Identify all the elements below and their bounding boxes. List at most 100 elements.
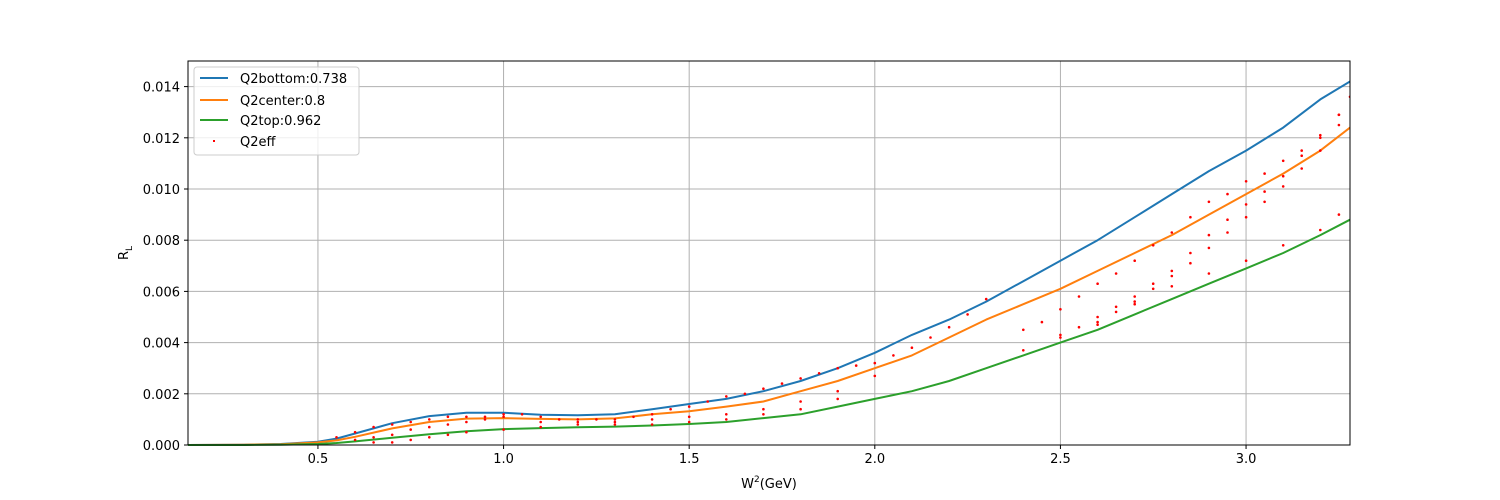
- q2eff-point: [1189, 251, 1192, 255]
- q2eff-point: [1059, 336, 1062, 339]
- q2eff-point: [576, 420, 580, 424]
- q2eff-point: [1263, 200, 1266, 204]
- q2eff-point: [353, 430, 357, 434]
- q2eff-point: [1244, 180, 1248, 183]
- q2eff-point: [762, 413, 765, 416]
- q2eff-point: [1319, 149, 1322, 152]
- series-line-q2top: [188, 218, 1350, 446]
- q2eff-point: [1300, 149, 1303, 152]
- q2eff-point: [1114, 305, 1118, 309]
- x-tick-label: 2.0: [864, 452, 885, 467]
- q2eff-point: [1151, 287, 1155, 291]
- q2eff-point: [1281, 185, 1285, 188]
- q2eff-point: [1300, 167, 1303, 170]
- x-tick-label: 3.0: [1236, 452, 1257, 467]
- q2eff-point: [725, 418, 728, 421]
- q2eff-point: [1151, 282, 1155, 286]
- q2eff-point: [1059, 308, 1062, 311]
- q2eff-point: [353, 438, 357, 442]
- q2eff-point: [446, 415, 450, 419]
- q2eff-point: [1263, 172, 1266, 175]
- q2eff-point: [1114, 310, 1118, 314]
- legend-label-q2top: Q2top:0.962: [240, 114, 321, 129]
- q2eff-point: [984, 297, 988, 301]
- q2eff-point: [446, 423, 450, 426]
- q2eff-point: [762, 407, 765, 411]
- q2eff-point: [836, 389, 839, 393]
- q2eff-point: [780, 382, 784, 385]
- q2eff-point: [632, 415, 635, 419]
- q2eff-point: [725, 413, 728, 416]
- q2eff-point: [910, 346, 914, 350]
- q2eff-point: [1133, 300, 1136, 303]
- q2eff-point: [1337, 123, 1341, 127]
- series-line-q2center: [188, 126, 1350, 446]
- plot-frame: [187, 60, 1351, 446]
- q2eff-point: [1133, 259, 1136, 263]
- q2eff-point: [1133, 295, 1136, 298]
- q2eff-point: [465, 420, 468, 424]
- x-axis-label-sup: 2: [754, 475, 760, 485]
- q2eff-point: [1319, 136, 1322, 140]
- q2eff-point: [706, 400, 709, 403]
- q2eff-point: [1207, 200, 1211, 204]
- q2eff-point: [669, 407, 672, 411]
- legend-box: [193, 66, 360, 156]
- y-tick-label: 0.008: [143, 234, 180, 249]
- q2eff-point: [1096, 323, 1099, 327]
- q2eff-point: [687, 405, 691, 408]
- series-layer: [188, 80, 1350, 446]
- q2eff-point: [1244, 215, 1248, 219]
- q2eff-point: [539, 425, 542, 429]
- q2eff-point: [817, 372, 821, 375]
- q2eff-point: [650, 418, 654, 421]
- q2eff-point: [1337, 113, 1341, 117]
- q2eff-point: [390, 441, 394, 444]
- q2eff-point: [613, 418, 617, 421]
- q2eff-point: [873, 374, 877, 378]
- q2eff-point: [502, 413, 505, 416]
- q2eff-point: [428, 425, 431, 429]
- q2eff-point: [1077, 325, 1081, 329]
- y-tick-label: 0.002: [143, 388, 180, 403]
- q2eff-point: [687, 420, 691, 424]
- q2eff-point: [613, 420, 617, 424]
- x-axis-ticks: 0.5 1.0 1.5 2.0 2.5 3.0: [308, 445, 1257, 467]
- q2eff-point: [1096, 320, 1099, 324]
- q2eff-point: [1281, 174, 1285, 178]
- q2eff-point: [576, 418, 580, 421]
- y-tick-label: 0.014: [143, 81, 180, 96]
- legend-swatch-q2eff: [213, 140, 215, 142]
- q2eff-point: [1263, 190, 1266, 193]
- q2eff-point: [1151, 244, 1155, 247]
- y-axis-ticks: 0.000 0.002 0.004 0.006 0.008 0.010 0.012 0.014: [143, 81, 188, 454]
- q2eff-point: [1114, 272, 1118, 275]
- q2eff-point: [947, 325, 951, 329]
- legend-label-q2bottom: Q2bottom:0.738: [240, 72, 347, 87]
- q2eff-point: [1226, 231, 1229, 234]
- q2eff-point: [1022, 349, 1025, 352]
- x-tick-label: 2.5: [1050, 452, 1071, 467]
- q2eff-point: [465, 430, 468, 434]
- q2eff-point: [409, 420, 413, 424]
- q2eff-point: [966, 313, 969, 316]
- x-tick-label: 1.0: [493, 452, 514, 467]
- q2eff-point: [1281, 159, 1285, 163]
- q2eff-point: [1170, 274, 1174, 278]
- q2eff-point: [613, 423, 617, 426]
- q2eff-point: [409, 438, 413, 442]
- q2eff-point: [409, 428, 413, 431]
- q2eff-point: [762, 387, 765, 391]
- q2eff-point: [1226, 218, 1229, 221]
- q2eff-point: [390, 433, 394, 437]
- y-axis-label: RL: [117, 246, 135, 260]
- y-tick-label: 0.012: [143, 132, 180, 147]
- x-axis-label-unit: (GeV): [760, 477, 797, 492]
- q2eff-point: [873, 361, 877, 365]
- q2eff-point: [372, 436, 375, 439]
- q2eff-point: [1319, 228, 1322, 232]
- q2eff-point: [465, 415, 468, 419]
- q2eff-point: [520, 413, 524, 416]
- x-axis-label: W2(GeV): [741, 475, 797, 492]
